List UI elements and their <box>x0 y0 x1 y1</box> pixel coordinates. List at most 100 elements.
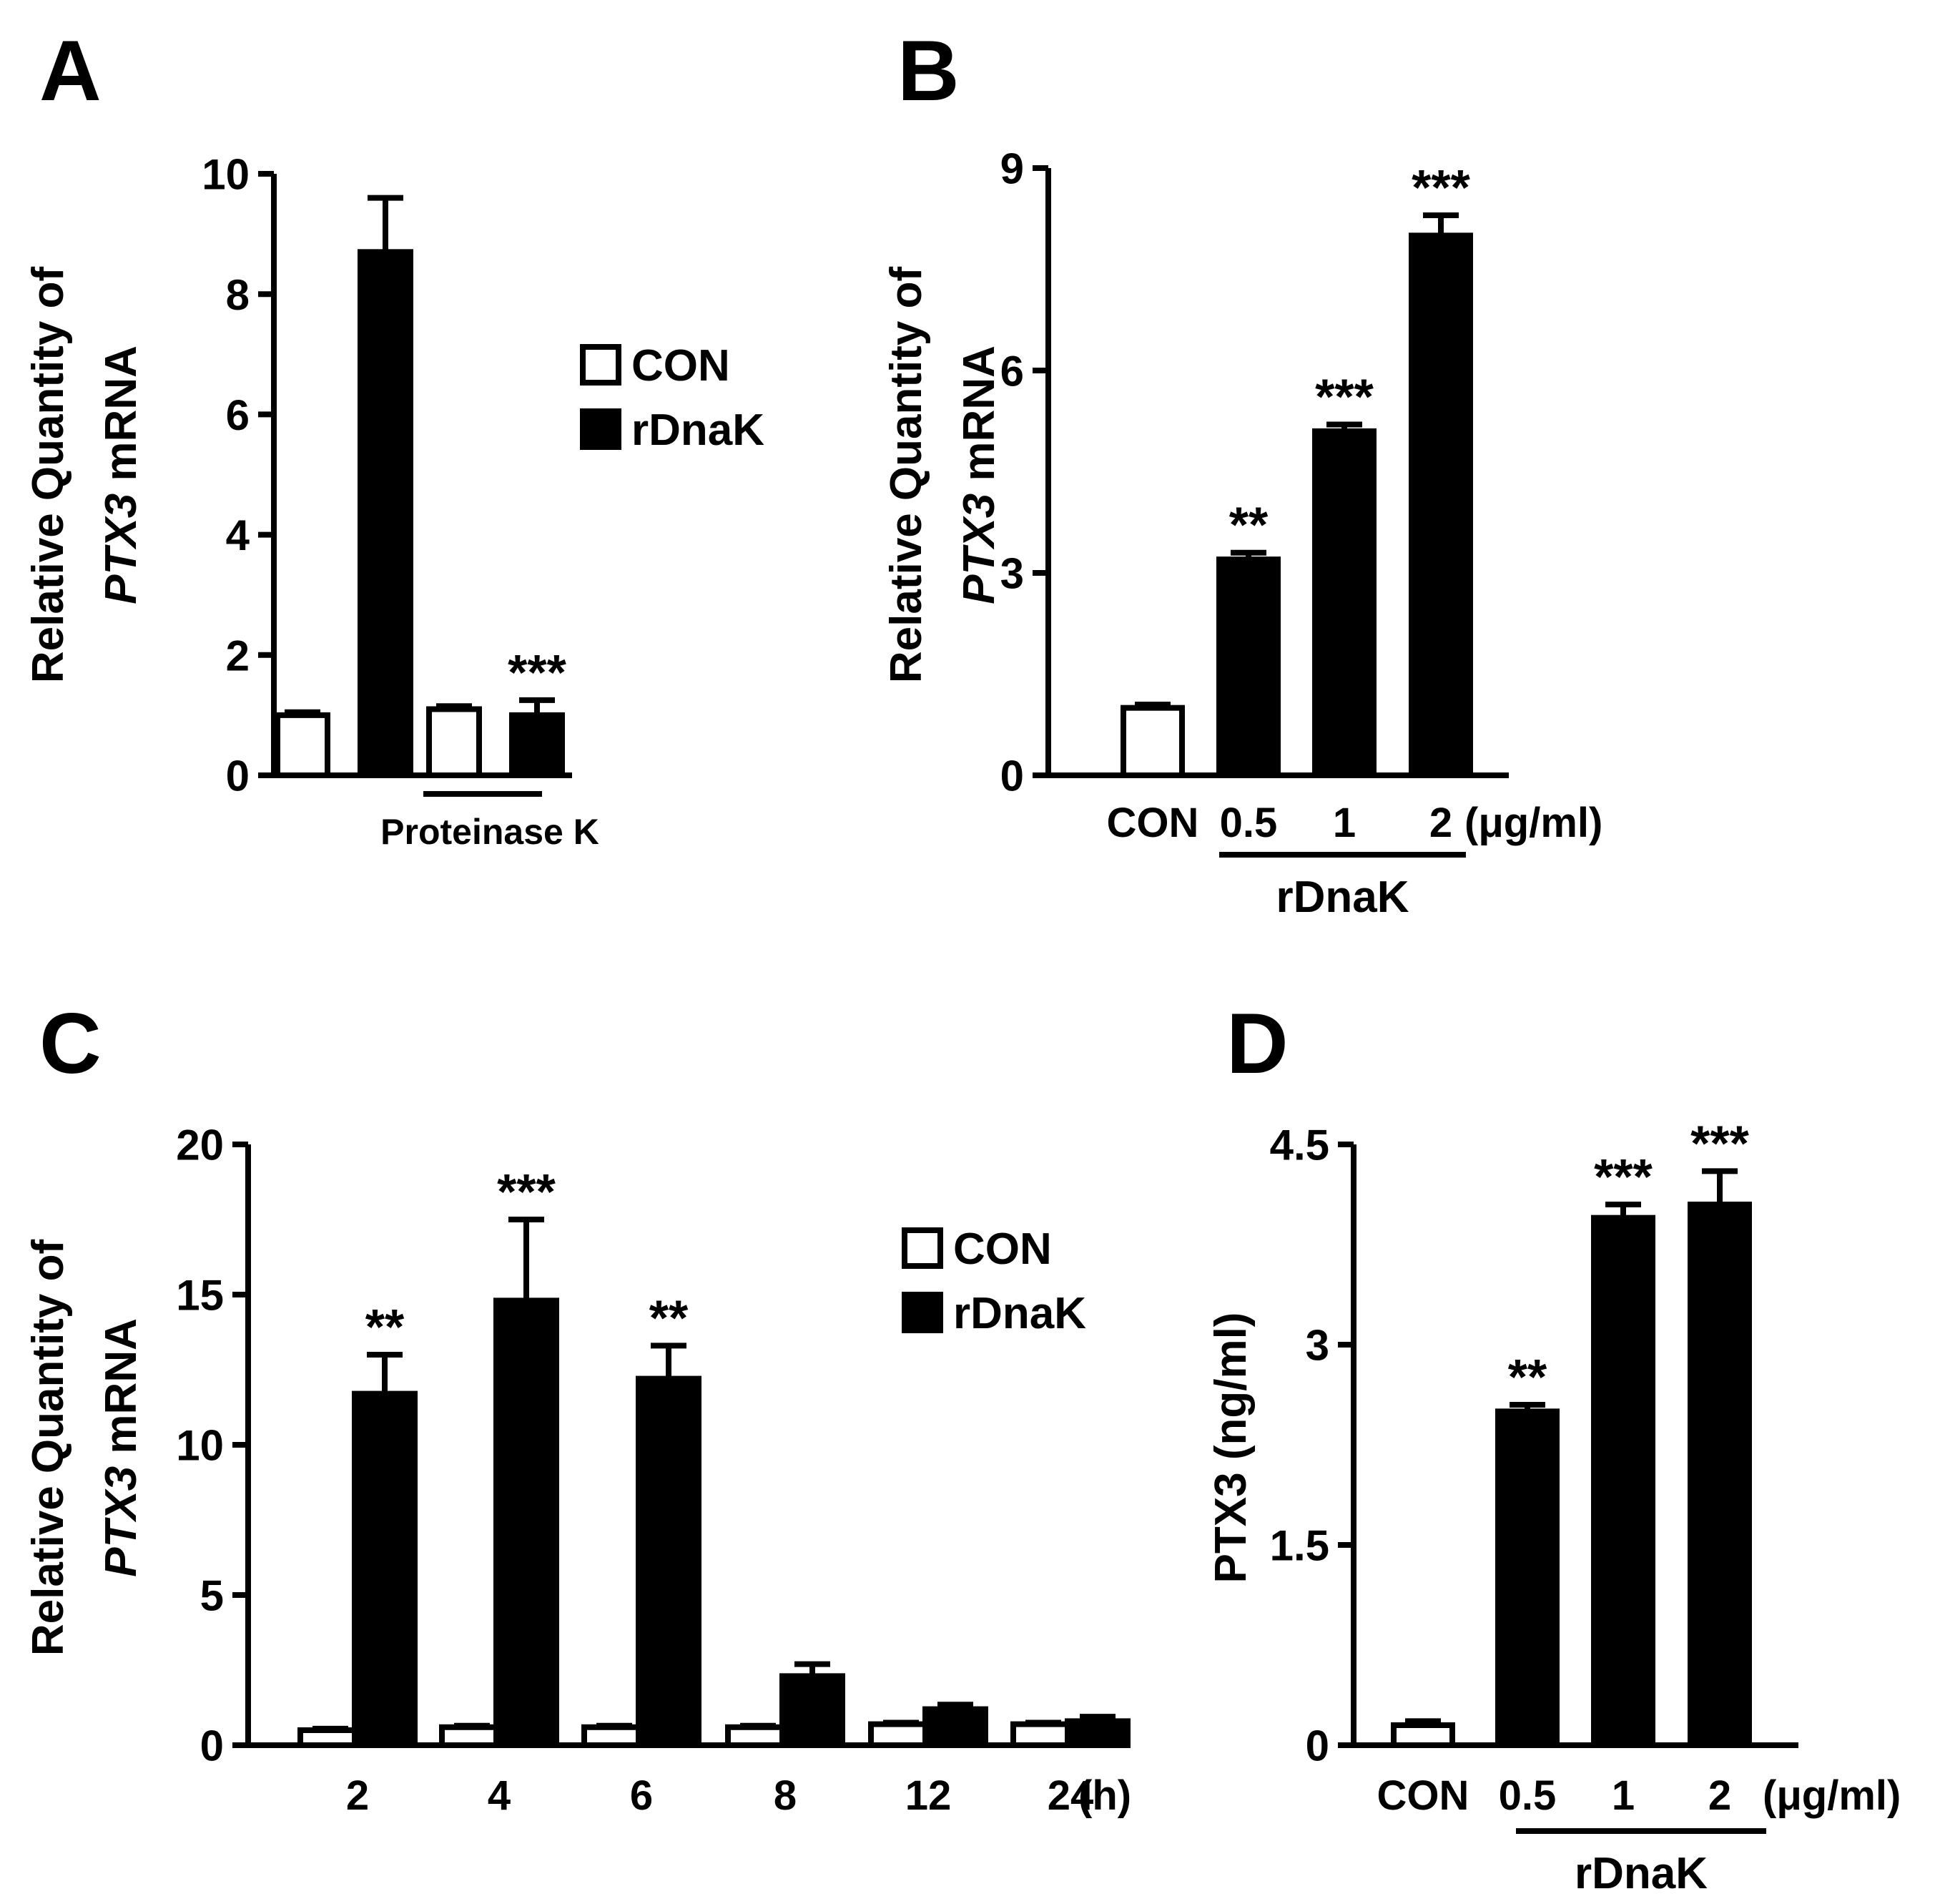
y-tick-label: 3 <box>1000 550 1024 598</box>
y-tick-label: 1.5 <box>1270 1522 1329 1570</box>
legend-label: CON <box>953 1225 1052 1274</box>
y-axis-label-rest: mRNA <box>97 345 146 494</box>
y-axis-label-line2: PTX3 mRNA <box>955 345 1004 604</box>
y-tick-label: 4 <box>226 511 250 559</box>
x-tick-label: 12 <box>905 1772 952 1819</box>
x-tick-label: CON <box>1107 800 1199 846</box>
bar <box>636 1375 701 1748</box>
x-tick-label: 1 <box>1612 1772 1635 1819</box>
y-tick-label: 0 <box>1306 1722 1329 1770</box>
bar <box>352 1390 418 1748</box>
bar <box>779 1673 845 1748</box>
significance-label: ** <box>1508 1349 1547 1405</box>
y-tick-label: 4.5 <box>1270 1122 1329 1169</box>
y-axis-label-line2: PTX3 mRNA <box>97 1318 146 1577</box>
y-tick-label: 15 <box>176 1272 224 1320</box>
significance-label: *** <box>1412 160 1470 215</box>
panel-letter: C <box>39 996 102 1091</box>
panel-letter: B <box>897 23 960 119</box>
bar <box>725 1724 791 1749</box>
legend-swatch <box>580 408 621 450</box>
y-tick-label: 2 <box>226 632 250 679</box>
bar <box>358 249 413 778</box>
bar <box>1065 1718 1131 1748</box>
gene-name: PTX3 <box>97 494 146 604</box>
bar <box>1591 1214 1655 1748</box>
gene-name: PTX3 <box>955 494 1004 604</box>
gene-name: PTX3 <box>97 1466 146 1577</box>
legend-label: CON <box>631 341 730 391</box>
x-tick-label: 0.5 <box>1499 1772 1557 1819</box>
y-axis-label-rest: mRNA <box>955 345 1004 494</box>
y-tick-label: 5 <box>200 1572 224 1620</box>
legend-swatch <box>902 1227 943 1269</box>
legend-swatch <box>580 344 621 386</box>
bar <box>1495 1408 1560 1749</box>
significance-label: *** <box>1315 368 1374 424</box>
x-unit-label: (μg/ml) <box>1763 1772 1901 1819</box>
bar <box>297 1727 363 1748</box>
y-tick-label: 3 <box>1306 1322 1329 1370</box>
significance-label: *** <box>497 1164 556 1220</box>
bar <box>1216 556 1281 779</box>
legend-label: rDnaK <box>631 406 764 455</box>
y-axis-label: Relative Quantity of <box>882 267 931 684</box>
significance-label: *** <box>508 644 566 700</box>
y-tick-label: 0 <box>1000 752 1024 800</box>
x-tick-label: 1 <box>1333 800 1356 846</box>
y-axis-label: PTX3 (ng/ml) <box>1206 1312 1256 1584</box>
bar <box>1010 1721 1076 1749</box>
legend-swatch <box>902 1292 943 1333</box>
x-tick-label: 2 <box>1429 800 1452 846</box>
group-label: Proteinase K <box>380 812 599 852</box>
significance-label: *** <box>1594 1149 1653 1204</box>
bar <box>493 1297 559 1748</box>
y-tick-label: 6 <box>1000 348 1024 396</box>
x-tick-label: 0.5 <box>1220 800 1278 846</box>
y-axis-label-rest: mRNA <box>97 1318 146 1466</box>
legend-label: rDnaK <box>953 1289 1086 1338</box>
bar <box>581 1724 647 1749</box>
bar <box>426 706 482 778</box>
y-tick-label: 10 <box>176 1422 224 1470</box>
y-tick-label: 20 <box>176 1122 224 1169</box>
y-tick-label: 6 <box>226 391 250 439</box>
significance-label: *** <box>1690 1115 1749 1171</box>
bar <box>868 1721 934 1749</box>
bar <box>439 1724 505 1749</box>
x-tick-label: CON <box>1377 1772 1469 1819</box>
legend: CON rDnaK <box>580 341 764 455</box>
x-tick-label: 2 <box>346 1772 369 1819</box>
y-axis-label: Relative Quantity of <box>24 1240 73 1657</box>
group-label: rDnaK <box>1575 1849 1708 1898</box>
group-label: rDnaK <box>1276 873 1409 922</box>
y-tick-label: 10 <box>202 151 250 199</box>
bar <box>509 712 565 779</box>
x-tick-label: 2 <box>1708 1772 1731 1819</box>
panel-letter: D <box>1226 996 1289 1091</box>
y-tick-label: 8 <box>226 271 250 319</box>
significance-label: ** <box>1229 497 1269 553</box>
bar <box>1121 705 1185 779</box>
y-axis-label: Relative Quantity of <box>24 267 73 684</box>
legend: CON rDnaK <box>902 1225 1086 1338</box>
bar <box>922 1706 988 1749</box>
y-tick-label: 0 <box>200 1722 224 1770</box>
x-tick-label: 8 <box>774 1772 797 1819</box>
x-unit-label: (μg/ml) <box>1464 800 1602 846</box>
bar <box>1409 232 1473 779</box>
bar <box>1391 1722 1455 1748</box>
x-tick-label: 24 <box>1048 1772 1094 1819</box>
panel-c: C 0 5 10 15 20 Relative Quantity of PTX3 mRNA **… <box>24 996 1131 1819</box>
bar <box>275 712 330 779</box>
x-tick-label: 4 <box>488 1772 511 1819</box>
significance-label: ** <box>365 1299 405 1355</box>
bar <box>1688 1202 1752 1748</box>
x-unit-label: (h) <box>1078 1772 1131 1819</box>
significance-label: ** <box>649 1290 689 1345</box>
panel-letter: A <box>39 23 102 119</box>
bar <box>1312 428 1377 779</box>
